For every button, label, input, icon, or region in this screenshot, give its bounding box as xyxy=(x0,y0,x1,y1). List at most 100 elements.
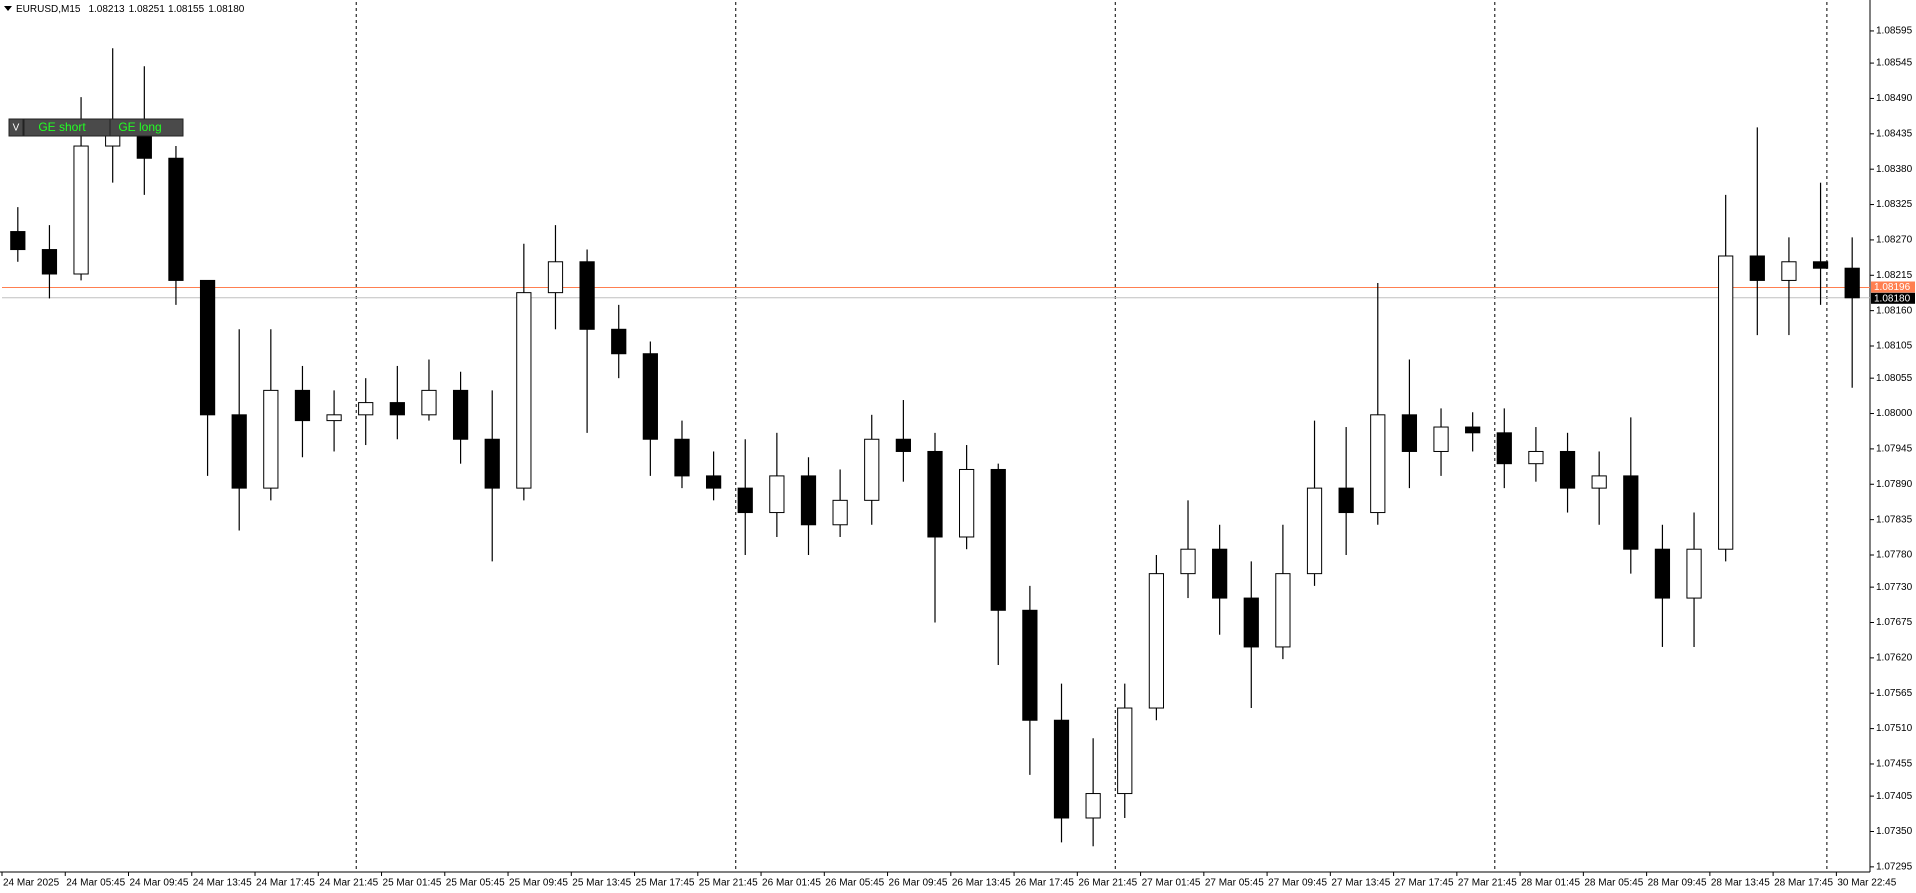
candle-body xyxy=(136,133,152,159)
candle-body xyxy=(1465,426,1481,434)
x-tick-label: 27 Mar 21:45 xyxy=(1458,878,1517,889)
candle-body xyxy=(168,157,184,281)
candle-body xyxy=(41,249,58,275)
candle-body xyxy=(1718,255,1734,550)
x-tick-label: 27 Mar 05:45 xyxy=(1205,878,1264,889)
y-tick-label: 1.07675 xyxy=(1876,617,1913,628)
x-tick-label: 26 Mar 09:45 xyxy=(889,878,948,889)
candle-body xyxy=(579,261,595,330)
bid-label-box xyxy=(1871,292,1915,304)
candle-body xyxy=(990,468,1006,611)
candle-body xyxy=(421,389,437,416)
x-tick-label: 28 Mar 17:45 xyxy=(1774,878,1833,889)
x-tick-label: 27 Mar 09:45 xyxy=(1268,878,1327,889)
y-tick-label: 1.08215 xyxy=(1876,270,1913,281)
y-tick-label: 1.07945 xyxy=(1876,444,1913,455)
collapse-icon[interactable] xyxy=(4,6,12,11)
x-tick-label: 24 Mar 21:45 xyxy=(319,878,378,889)
candle-body xyxy=(199,279,216,416)
candle-body xyxy=(73,145,89,275)
candle-body xyxy=(1749,255,1765,281)
y-tick-label: 1.08435 xyxy=(1876,128,1913,139)
x-tick-label: 24 Mar 2025 xyxy=(3,878,60,889)
ge-long-label: GE long xyxy=(118,120,161,134)
bid-label: 1.08180 xyxy=(1874,293,1911,304)
header: EURUSD,M15 1.08213 1.08251 1.08155 1.08180 xyxy=(16,4,245,15)
candle-body xyxy=(484,438,500,489)
x-tick-label: 28 Mar 01:45 xyxy=(1521,878,1580,889)
candle-body xyxy=(1781,261,1797,281)
x-tick-label: 25 Mar 21:45 xyxy=(699,878,758,889)
candle-body xyxy=(832,499,848,526)
x-tick-label: 24 Mar 17:45 xyxy=(256,878,315,889)
candle-body xyxy=(452,389,469,440)
y-tick-label: 1.08380 xyxy=(1876,164,1913,175)
y-tick-label: 1.08545 xyxy=(1876,58,1913,69)
candle-body xyxy=(642,353,658,440)
y-tick-label: 1.07890 xyxy=(1876,479,1913,490)
candle-body xyxy=(1496,432,1512,465)
symbol: EURUSD,M15 xyxy=(16,4,81,15)
y-tick-label: 1.07405 xyxy=(1876,791,1913,802)
ge-short-button[interactable]: GE short xyxy=(23,118,111,137)
x-tick-label: 26 Mar 13:45 xyxy=(952,878,1011,889)
y-tick-label: 1.08490 xyxy=(1876,93,1913,104)
x-tick-label: 24 Mar 05:45 xyxy=(66,878,125,889)
candle-body xyxy=(547,261,564,294)
candle-body xyxy=(959,468,975,538)
x-tick-label: 26 Mar 01:45 xyxy=(762,878,821,889)
v-button[interactable]: V xyxy=(8,118,24,137)
candle-body xyxy=(1401,414,1418,452)
candle-body xyxy=(1338,487,1354,514)
candle-body xyxy=(705,475,722,489)
candle-body xyxy=(516,292,532,489)
y-tick-label: 1.07510 xyxy=(1876,723,1913,734)
candle-body xyxy=(769,475,785,514)
candle-body xyxy=(1053,719,1070,819)
y-tick-label: 1.07730 xyxy=(1876,582,1913,593)
candle-body xyxy=(1591,475,1607,489)
x-tick-label: 28 Mar 05:45 xyxy=(1584,878,1643,889)
candle-body xyxy=(864,438,880,501)
candle-body xyxy=(1180,548,1196,575)
candle-body xyxy=(800,475,817,526)
x-tick-label: 27 Mar 01:45 xyxy=(1142,878,1201,889)
x-tick-label: 28 Mar 13:45 xyxy=(1711,878,1770,889)
x-tick-label: 26 Mar 17:45 xyxy=(1015,878,1074,889)
ge-long-button[interactable]: GE long xyxy=(109,118,184,137)
candle-body xyxy=(1022,609,1038,721)
candle-body xyxy=(10,231,26,251)
header-close: 1.08180 xyxy=(208,4,245,15)
x-tick-label: 27 Mar 17:45 xyxy=(1395,878,1454,889)
ask-label-box xyxy=(1871,281,1915,293)
candle-body xyxy=(1686,548,1702,599)
ask-label: 1.08196 xyxy=(1874,282,1911,293)
candle-body xyxy=(1433,426,1449,452)
x-tick-label: 25 Mar 17:45 xyxy=(636,878,695,889)
y-tick-label: 1.08105 xyxy=(1876,341,1913,352)
candle-body xyxy=(895,438,911,452)
x-tick-label: 30 Mar 22:45 xyxy=(1837,878,1896,889)
candle-body xyxy=(1306,487,1323,575)
header-low: 1.08155 xyxy=(168,4,205,15)
candle-body xyxy=(1275,573,1291,648)
y-tick-label: 1.07780 xyxy=(1876,550,1913,561)
y-tick-label: 1.07835 xyxy=(1876,514,1913,525)
candle-body xyxy=(1812,261,1829,269)
x-tick-label: 27 Mar 13:45 xyxy=(1331,878,1390,889)
plot-area xyxy=(2,2,1870,872)
y-tick-label: 1.08055 xyxy=(1876,373,1913,384)
y-tick-label: 1.07565 xyxy=(1876,688,1913,699)
x-tick-label: 28 Mar 09:45 xyxy=(1648,878,1707,889)
x-tick-label: 26 Mar 21:45 xyxy=(1078,878,1137,889)
x-tick-label: 25 Mar 01:45 xyxy=(383,878,442,889)
y-tick-label: 1.07350 xyxy=(1876,826,1913,837)
button-bar: V GE short GE long xyxy=(8,118,184,137)
candle-body xyxy=(389,402,405,416)
x-tick-label: 26 Mar 05:45 xyxy=(825,878,884,889)
candle-body xyxy=(1148,573,1165,709)
y-tick-label: 1.07620 xyxy=(1876,653,1913,664)
candle-body xyxy=(1212,548,1228,599)
y-tick-label: 1.08000 xyxy=(1876,408,1913,419)
